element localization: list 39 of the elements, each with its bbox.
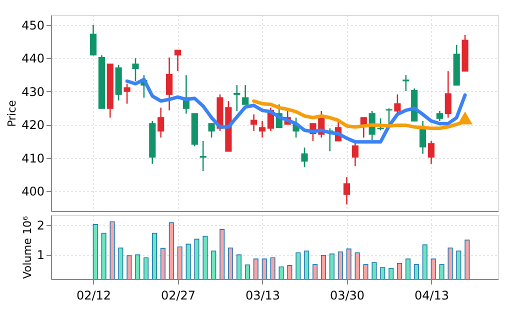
x-tick-label: 03/30 — [330, 288, 365, 302]
y-tick-label: 1 — [36, 248, 44, 262]
candlestick — [200, 140, 206, 172]
candlestick — [301, 146, 308, 168]
candlestick — [394, 94, 401, 115]
y-axis-title: Volume 10⁶ — [20, 216, 34, 279]
candlestick — [444, 70, 452, 118]
x-tick-label: 02/27 — [160, 288, 196, 302]
candlestick — [386, 108, 392, 125]
candlestick — [132, 58, 139, 82]
y-tick-label: 2 — [36, 218, 44, 233]
candlestick — [166, 56, 173, 111]
y-tick-label: 400 — [22, 184, 44, 199]
candlestick — [174, 50, 182, 72]
candlestick — [258, 120, 266, 138]
candlestick — [352, 142, 358, 167]
candlestick — [343, 176, 350, 206]
candlestick — [90, 24, 97, 56]
x-tick-label: 03/13 — [245, 288, 280, 302]
candlestick — [158, 107, 164, 138]
x-tick-label: 04/13 — [414, 288, 450, 302]
candlestick — [402, 74, 410, 92]
x-tick-label: 02/12 — [76, 288, 112, 302]
line-series — [125, 78, 467, 144]
y-axis-title: Price — [6, 100, 19, 127]
y-tick-label: 450 — [22, 18, 44, 32]
candlestick — [420, 120, 426, 155]
y-tick-label: 430 — [22, 84, 44, 99]
candlestick — [360, 117, 367, 138]
candlestick — [208, 122, 215, 138]
y-tick-label: 440 — [22, 52, 44, 66]
y-tick-label: 420 — [22, 118, 44, 132]
candlestick — [124, 83, 130, 104]
candlestick — [242, 84, 249, 106]
y-tick-label: 410 — [22, 151, 44, 166]
candlestick — [234, 84, 240, 112]
candlestick — [250, 114, 258, 132]
candlestick — [436, 110, 443, 122]
candlestick — [428, 140, 435, 164]
